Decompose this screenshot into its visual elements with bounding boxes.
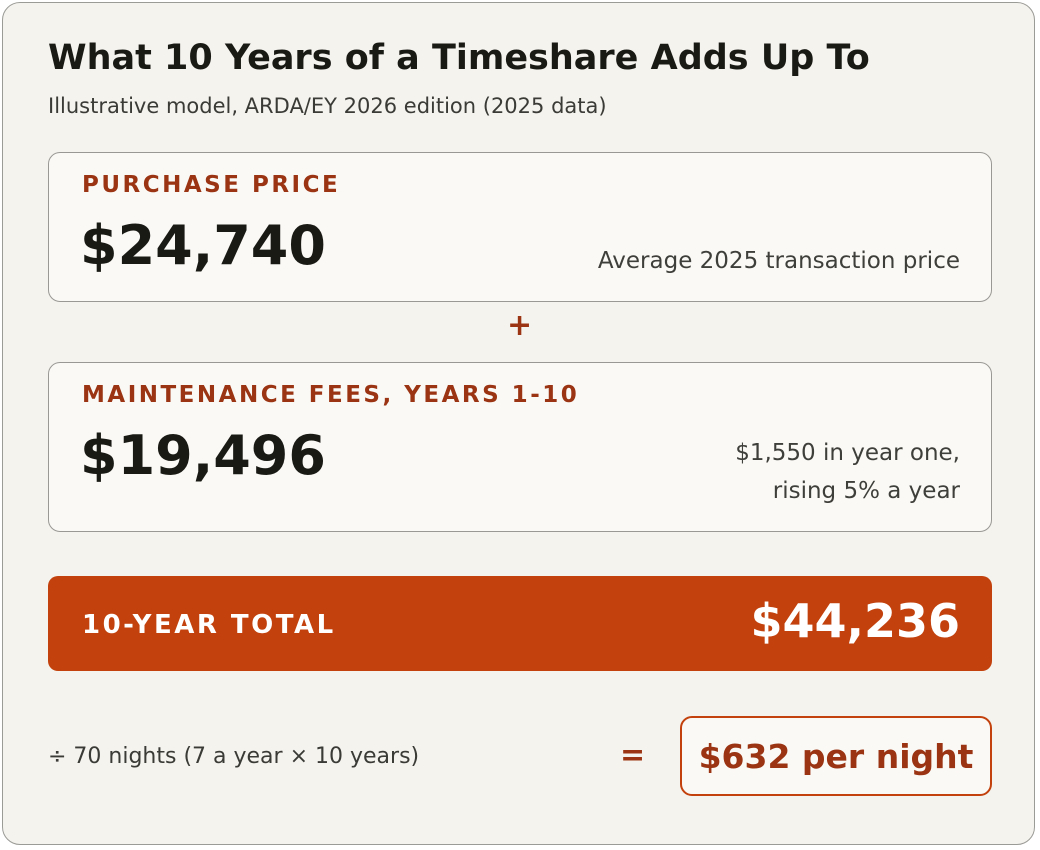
per-night-result: $632 per night [680,716,992,796]
divisor-text: ÷ 70 nights (7 a year × 10 years) [48,744,420,769]
total-bar [48,576,992,671]
maintenance-note-1: $1,550 in year one, [735,440,960,466]
total-amount: $44,236 [750,594,960,648]
plus-sign: + [507,308,533,343]
maintenance-box [48,362,992,532]
subtitle: Illustrative model, ARDA/EY 2026 edition… [48,94,607,118]
maintenance-note-2: rising 5% a year [772,478,960,504]
maintenance-amount: $19,496 [80,424,326,487]
title: What 10 Years of a Timeshare Adds Up To [48,38,870,78]
purchase-label: PURCHASE PRICE [82,172,341,198]
purchase-amount: $24,740 [80,214,326,277]
equals-sign: = [620,738,646,773]
maintenance-label: MAINTENANCE FEES, YEARS 1-10 [82,382,580,408]
total-label: 10-YEAR TOTAL [82,610,336,640]
purchase-box [48,152,992,302]
purchase-note: Average 2025 transaction price [597,248,960,274]
